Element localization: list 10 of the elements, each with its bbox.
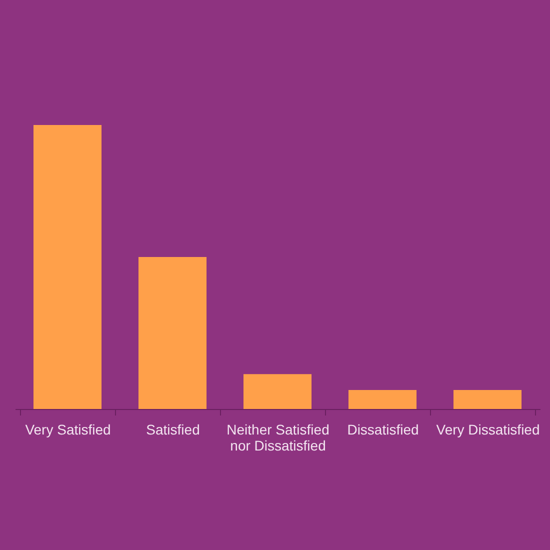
x-tick-label: Neither Satisfied nor Dissatisfied [226, 422, 330, 454]
bar [243, 374, 312, 409]
bar [348, 390, 417, 409]
bar [138, 257, 207, 409]
bar [453, 390, 522, 409]
x-tick-label: Very Satisfied [25, 422, 111, 438]
x-tick-label: Very Dissatisfied [436, 422, 540, 438]
x-tick-label: Satisfied [146, 422, 200, 438]
x-tick-label: Dissatisfied [347, 422, 419, 438]
bar [33, 125, 102, 409]
